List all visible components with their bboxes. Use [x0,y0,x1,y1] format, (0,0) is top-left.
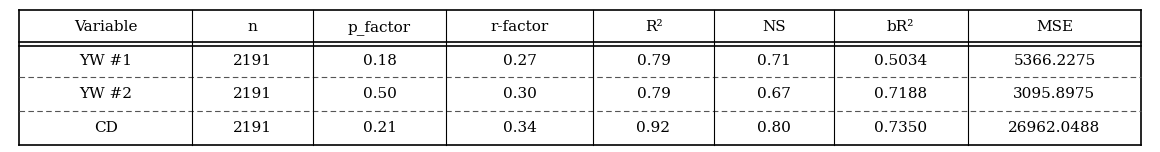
Text: 0.92: 0.92 [637,121,670,135]
Text: CD: CD [94,121,117,135]
Text: 5366.2275: 5366.2275 [1014,54,1095,68]
Text: p_factor: p_factor [348,20,411,35]
Text: 0.7188: 0.7188 [875,87,927,101]
Text: 2191: 2191 [233,121,273,135]
Text: r-factor: r-factor [491,20,549,34]
Text: 2191: 2191 [233,54,273,68]
Text: 0.30: 0.30 [503,87,537,101]
Text: R²: R² [645,20,662,34]
Text: YW #2: YW #2 [79,87,132,101]
Text: YW #1: YW #1 [79,54,132,68]
Text: 0.7350: 0.7350 [875,121,927,135]
Text: 0.79: 0.79 [637,87,670,101]
Text: MSE: MSE [1036,20,1073,34]
Text: 0.27: 0.27 [503,54,537,68]
Text: 0.21: 0.21 [363,121,397,135]
Text: NS: NS [762,20,785,34]
Text: 0.5034: 0.5034 [875,54,927,68]
Text: 0.67: 0.67 [756,87,791,101]
Text: 2191: 2191 [233,87,273,101]
Text: 0.79: 0.79 [637,54,670,68]
Text: 0.50: 0.50 [363,87,397,101]
Text: n: n [248,20,258,34]
Text: 0.71: 0.71 [756,54,791,68]
Text: 3095.8975: 3095.8975 [1014,87,1095,101]
Text: 0.34: 0.34 [503,121,537,135]
Text: bR²: bR² [887,20,914,34]
Text: 26962.0488: 26962.0488 [1008,121,1101,135]
Text: 0.18: 0.18 [363,54,397,68]
Text: 0.80: 0.80 [756,121,791,135]
Text: Variable: Variable [74,20,137,34]
